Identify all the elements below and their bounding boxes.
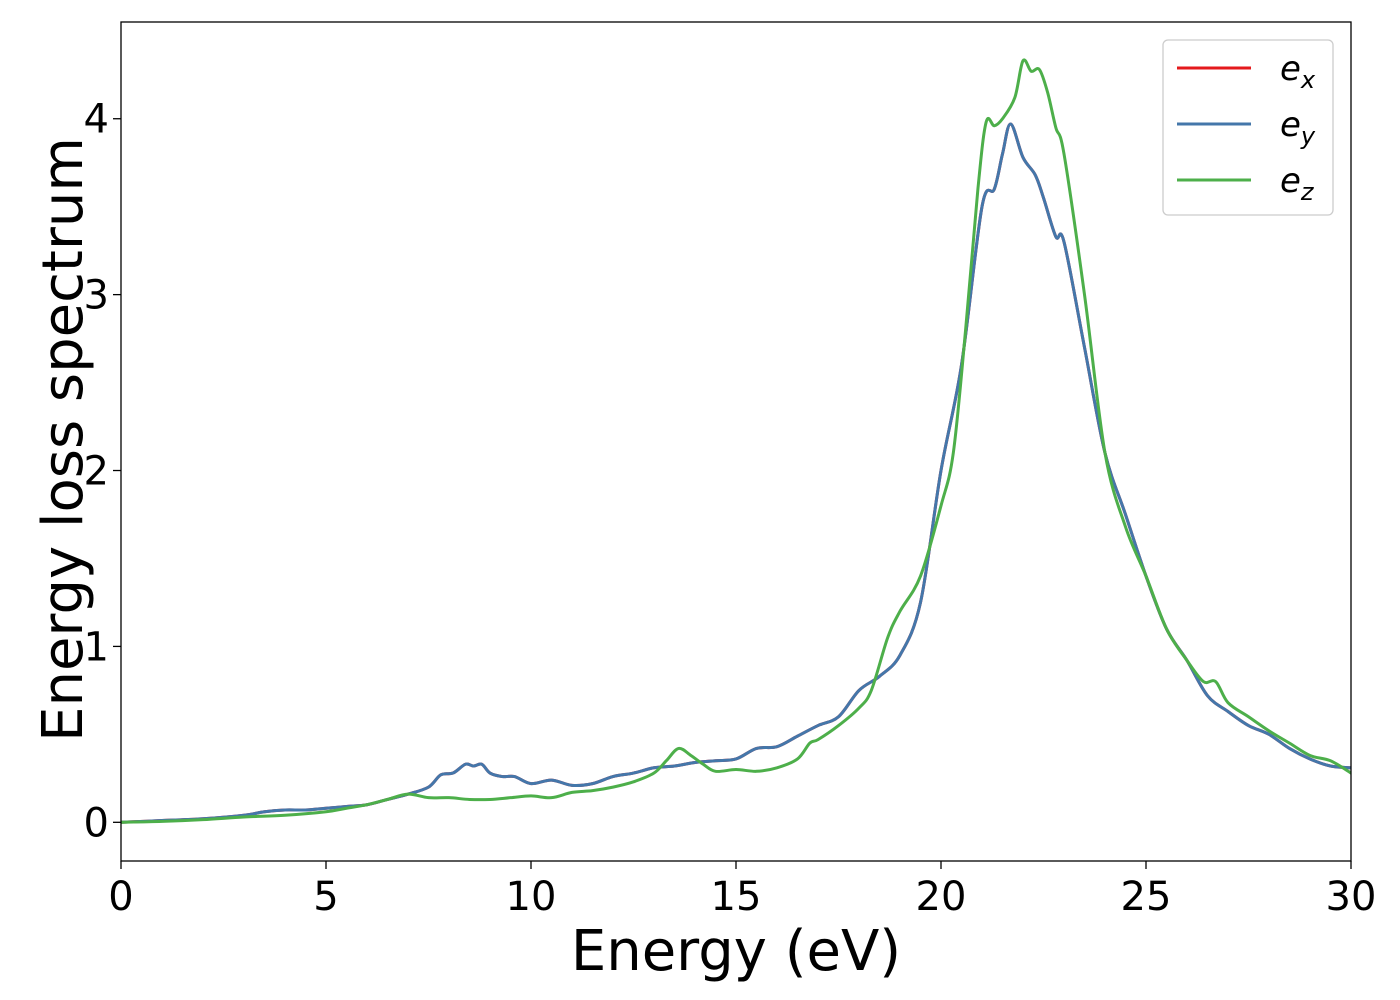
x-tick-label: 10 — [506, 874, 557, 920]
y-tick-label: 3 — [84, 273, 109, 319]
x-tick-label: 20 — [916, 874, 967, 920]
series-layer — [121, 58, 1351, 824]
legend-label-z: ez — [1280, 161, 1315, 206]
y-axis-title: Energy loss spectrum — [31, 137, 96, 742]
series-line-x — [121, 122, 1351, 824]
y-tick-label: 2 — [84, 449, 109, 495]
y-tick-label: 1 — [84, 624, 109, 670]
x-axis-title: Energy (eV) — [571, 919, 901, 984]
y-axis: 0 1 2 3 4 — [84, 97, 121, 846]
x-tick-label: 15 — [711, 874, 762, 920]
x-tick-label: 5 — [313, 874, 338, 920]
legend-box — [1162, 39, 1334, 216]
y-tick-label: 0 — [84, 800, 109, 846]
y-tick-label: 4 — [84, 97, 109, 143]
x-tick-label: 30 — [1326, 874, 1377, 920]
legend-label-y: ey — [1280, 105, 1316, 150]
legend-label-x: ex — [1280, 49, 1316, 94]
x-tick-label: 25 — [1121, 874, 1172, 920]
legend: ex ey ez — [1162, 39, 1334, 216]
series-line-z — [121, 58, 1351, 824]
x-axis: 0 5 10 15 20 25 30 — [108, 861, 1376, 920]
series-line-y — [121, 122, 1351, 824]
x-tick-label: 0 — [108, 874, 133, 920]
